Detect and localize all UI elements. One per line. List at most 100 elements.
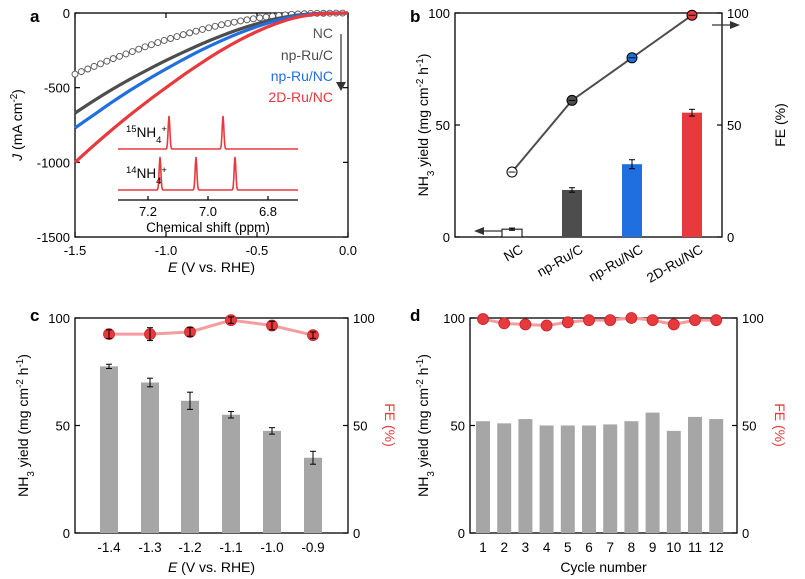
nc-curve-point [179, 31, 187, 39]
x-tick-label-b: np-Ru/C [534, 241, 585, 279]
y-axis-label-right-d: FE (%) [772, 403, 788, 447]
panel-label-a: a [30, 7, 40, 26]
nc-curve-point [205, 24, 213, 32]
fe-point-d [519, 318, 532, 331]
bar-c [263, 430, 281, 533]
inset-x-axis-label: Chemical shift (ppm) [146, 220, 270, 235]
y-tick-label-right-c: 0 [353, 526, 360, 541]
panel-label-b: b [410, 7, 420, 26]
x-tick-label-d: 2 [500, 540, 508, 555]
panel-label-d: d [410, 306, 420, 325]
y-tick-label-left-c: 0 [63, 526, 70, 541]
nc-curve-point [192, 27, 200, 35]
x-tick-label-a: -0.5 [246, 243, 268, 258]
y-tick-label-right-c: 100 [353, 311, 375, 326]
legend-label-a: np-Ru/C [281, 47, 333, 63]
nc-curve-point [237, 17, 245, 25]
fe-point-d [689, 314, 701, 327]
fe-point-d [561, 316, 574, 329]
bar-d [666, 430, 681, 533]
fe-line-b [511, 14, 693, 173]
y-tick-label-a: -1000 [37, 155, 70, 170]
y-tick-label-right-d: 0 [742, 526, 749, 541]
legend-label-a: 2D-Ru/NC [268, 89, 333, 105]
nc-curve-point [160, 37, 168, 44]
x-tick-label-d: 6 [585, 540, 593, 555]
right-axis-arrow-icon [730, 21, 740, 29]
x-tick-label-c: -1.3 [138, 540, 161, 555]
y-tick-label-a: 0 [63, 6, 70, 21]
y-tick-label-left-b: 0 [443, 230, 450, 245]
x-tick-label-b: np-Ru/NC [586, 241, 646, 284]
nc-curve-point [116, 52, 124, 60]
plot-frame-b [454, 12, 723, 238]
nc-curve-point [122, 50, 130, 58]
y-tick-label-left-c: 50 [56, 419, 70, 434]
x-axis-label-c: E (V vs. RHE) [168, 559, 255, 575]
nc-curve-point [167, 35, 175, 42]
y-tick-label-right-b: 50 [727, 118, 741, 133]
legend-trend-arrowhead [336, 82, 346, 91]
bar-c [141, 382, 159, 533]
y-tick-label-left-d: 50 [451, 419, 465, 434]
inset-x-tick-label: 6.8 [259, 204, 277, 219]
y-axis-label-left-c: NH3 yield (mg cm-2 h-1) [15, 354, 37, 497]
nc-curve-point [77, 68, 85, 76]
x-tick-label-d: 7 [606, 540, 614, 555]
bar-c [304, 457, 322, 533]
fe-point-d [710, 314, 723, 327]
y-tick-label-right-d: 100 [742, 311, 764, 326]
x-tick-label-a: -1.0 [155, 243, 177, 258]
x-tick-label-d: 12 [709, 540, 724, 555]
y-tick-label-a: -500 [44, 81, 70, 96]
fe-line-c [109, 318, 314, 337]
bar-d [582, 425, 596, 533]
bar-d [476, 421, 490, 533]
fe-point-d [667, 318, 680, 331]
fe-line-d [482, 316, 717, 328]
x-tick-label-b: NC [501, 241, 526, 264]
inset-x-tick-label: 7.2 [139, 204, 157, 219]
nc-curve-point [224, 20, 232, 27]
nc-curve-point [256, 14, 264, 22]
bar-c [222, 414, 240, 533]
y-axis-label-left-b: NH3 yield (mg cm-2 h-1) [415, 54, 437, 197]
y-tick-label-left-b: 100 [428, 6, 450, 21]
bar-b-2d-ru-nc [682, 112, 702, 237]
bar-d [603, 424, 618, 533]
x-tick-label-c: -1.4 [97, 540, 121, 555]
nc-curve-point [243, 16, 251, 24]
nc-curve-point [103, 57, 111, 65]
x-tick-label-d: 10 [666, 540, 681, 555]
bar-d [518, 419, 533, 533]
bar-d [645, 412, 660, 533]
fe-point-d [646, 314, 659, 327]
nc-curve-point [154, 39, 162, 47]
y-tick-label-right-b: 100 [727, 6, 749, 21]
nc-curve-point [218, 21, 225, 29]
x-tick-label-c: -1.1 [219, 540, 242, 555]
nc-curve-point [109, 55, 117, 63]
x-tick-label-a: 0.0 [339, 243, 357, 258]
fe-point-d [540, 319, 553, 332]
y-tick-label-left-d: 100 [443, 311, 465, 326]
bar-c [100, 366, 118, 533]
bar-d [624, 421, 639, 533]
x-tick-label-d: 5 [564, 540, 572, 555]
nc-curve-point [97, 60, 104, 68]
bar-d [497, 423, 512, 533]
plot-frame-a [74, 12, 349, 238]
y-axis-label-left-d: NH3 yield (mg cm-2 h-1) [415, 354, 437, 497]
y-tick-label-right-b: 0 [727, 230, 734, 245]
x-axis-label-d: Cycle number [560, 559, 647, 575]
nc-curve-point [198, 25, 206, 33]
x-tick-label-d: 8 [628, 540, 636, 555]
nc-curve-point [186, 29, 194, 37]
x-tick-label-c: -1.2 [178, 540, 201, 555]
nc-curve-point [147, 41, 155, 49]
nc-curve-point [141, 43, 149, 51]
fe-point-d [625, 312, 638, 324]
y-tick-label-right-c: 50 [353, 419, 367, 434]
nc-curve-point [128, 48, 136, 56]
nc-curve-point [135, 45, 143, 53]
